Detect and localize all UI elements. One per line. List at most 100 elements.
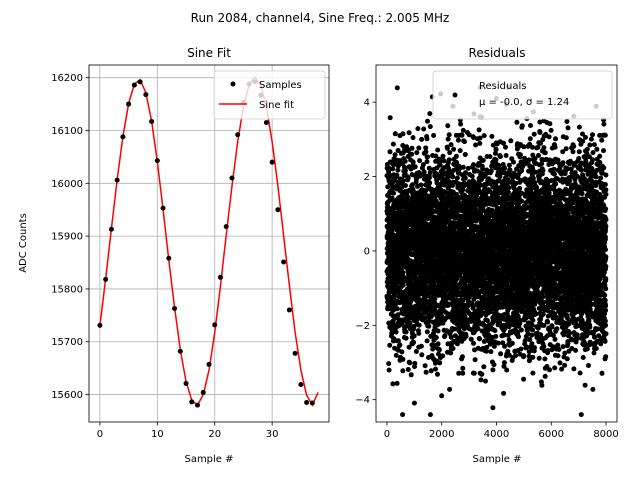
residual-point	[407, 321, 413, 327]
sine-fit-x-axis-label: Sample #	[184, 454, 233, 465]
residual-point	[435, 147, 441, 153]
residual-point	[392, 152, 398, 158]
sample-point	[206, 361, 212, 367]
sine-fit-line	[99, 75, 319, 407]
residual-point	[485, 318, 490, 324]
sine-fit-panel: Sine Fit 0 10 20 30 15600157001580015900160…	[18, 46, 330, 465]
residual-point	[495, 340, 501, 346]
sample-point	[143, 92, 149, 98]
sample-point	[120, 134, 126, 140]
residual-point	[462, 139, 467, 145]
residual-point	[431, 133, 437, 138]
residual-point	[393, 329, 399, 335]
residual-point	[397, 342, 403, 348]
residual-point	[517, 185, 523, 191]
sine-fit-x-ticks: 0 10 20 30	[97, 422, 279, 440]
residual-point	[447, 386, 453, 392]
sample-point	[160, 205, 166, 211]
sine-fit-series	[99, 75, 319, 407]
residual-point	[386, 165, 392, 171]
residual-point	[518, 346, 524, 352]
sample-point	[263, 120, 269, 126]
residual-point	[448, 142, 454, 148]
residual-point	[410, 159, 416, 165]
sample-point	[195, 402, 201, 408]
residual-point	[399, 349, 405, 355]
sample-point	[183, 380, 189, 386]
residual-point	[445, 123, 451, 129]
residual-point	[390, 141, 396, 147]
residual-point	[390, 381, 396, 387]
residual-point	[476, 127, 482, 133]
residual-point	[445, 136, 451, 142]
residual-point	[400, 368, 406, 374]
residual-point	[403, 183, 408, 188]
residual-point	[488, 349, 494, 355]
residual-point	[419, 136, 425, 142]
residual-point	[395, 148, 401, 153]
residual-point	[405, 175, 411, 181]
residual-point	[440, 353, 446, 359]
sample-point	[131, 82, 137, 88]
sine-fit-legend-box	[213, 70, 326, 120]
residual-point	[442, 333, 448, 339]
residual-point	[472, 357, 478, 363]
residual-point	[416, 322, 422, 328]
residual-point	[395, 338, 401, 344]
residual-point	[489, 133, 495, 139]
residual-point	[391, 190, 397, 196]
residual-point	[392, 293, 398, 299]
sample-point	[108, 226, 114, 232]
residual-point	[406, 130, 412, 136]
residual-point	[448, 350, 454, 356]
residual-point	[454, 175, 460, 181]
residual-point	[393, 352, 399, 358]
residual-point	[392, 131, 398, 137]
residual-point	[506, 185, 512, 191]
residual-point	[402, 158, 408, 164]
sample-point	[149, 119, 155, 125]
residual-point	[497, 154, 503, 160]
residual-point	[424, 136, 430, 142]
residual-point	[460, 370, 466, 376]
residual-point	[402, 168, 408, 173]
residual-point	[481, 133, 487, 139]
residual-point	[471, 370, 477, 376]
residual-point	[410, 135, 416, 141]
residual-point	[411, 333, 417, 339]
residual-point	[409, 172, 415, 178]
sine-fit-grid	[89, 65, 329, 422]
residual-point	[423, 149, 429, 155]
y-tick-label: 15600	[51, 390, 83, 401]
residual-point	[400, 178, 406, 184]
residual-point	[493, 157, 499, 163]
x-tick-label: 30	[266, 429, 279, 440]
residual-point	[405, 194, 410, 200]
residual-point	[501, 390, 507, 396]
residual-point	[403, 329, 409, 335]
sample-point	[235, 132, 241, 138]
y-tick-label: 16100	[51, 126, 83, 137]
residual-point	[413, 349, 419, 354]
residual-point	[394, 85, 400, 91]
sample-point	[200, 389, 206, 395]
residual-point	[432, 296, 438, 302]
residual-point	[412, 164, 418, 170]
residual-point	[478, 377, 484, 383]
residual-point	[501, 360, 507, 366]
sample-point	[97, 322, 103, 328]
figure-suptitle: Run 2084, channel4, Sine Freq.: 2.005 MH…	[191, 11, 450, 25]
sample-point	[154, 158, 160, 164]
residual-point	[517, 152, 523, 158]
residual-point	[405, 367, 411, 372]
residual-point	[412, 360, 418, 366]
residual-point	[387, 342, 393, 348]
residual-point	[460, 365, 466, 371]
sample-point	[137, 79, 143, 85]
residual-point	[424, 338, 430, 344]
residual-point	[480, 157, 486, 163]
residual-point	[426, 323, 432, 329]
residual-point	[471, 340, 476, 346]
sample-point	[281, 259, 287, 265]
y-tick-label: 16000	[51, 179, 83, 190]
